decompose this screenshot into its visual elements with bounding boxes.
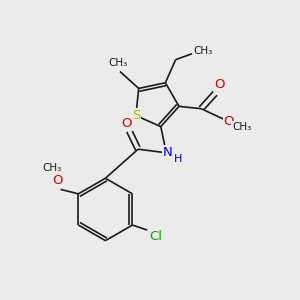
Text: CH₃: CH₃ <box>232 122 251 131</box>
Text: O: O <box>52 174 63 187</box>
Text: CH₃: CH₃ <box>42 163 61 173</box>
Text: CH₃: CH₃ <box>109 58 128 68</box>
Text: S: S <box>132 109 140 122</box>
Text: H: H <box>173 154 182 164</box>
Text: CH₃: CH₃ <box>194 46 213 56</box>
Text: O: O <box>224 115 234 128</box>
Text: N: N <box>163 146 173 159</box>
Text: O: O <box>122 117 132 130</box>
Text: O: O <box>214 77 224 91</box>
Text: Cl: Cl <box>149 230 162 243</box>
